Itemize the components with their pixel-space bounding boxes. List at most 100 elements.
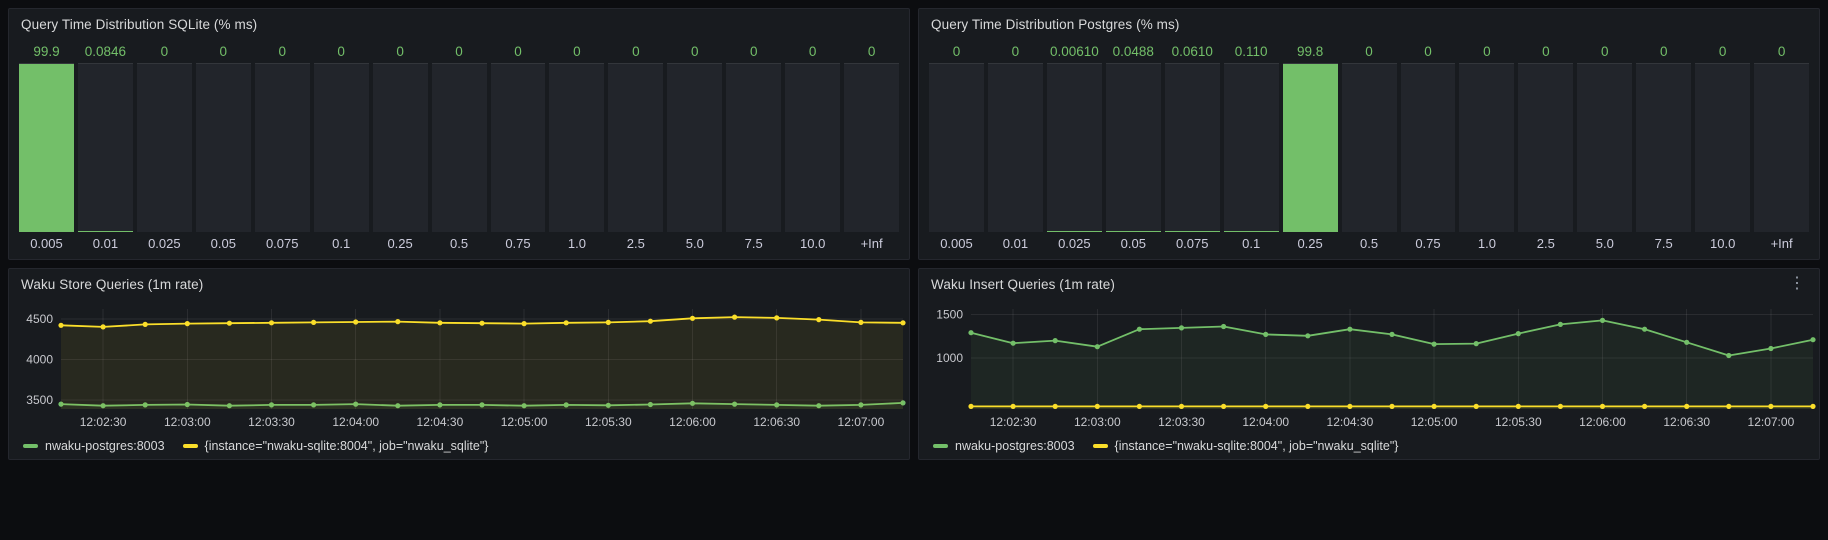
- bucket-x-label: 0.025: [148, 236, 181, 251]
- bucket-value-label: 0.00610: [1049, 44, 1099, 59]
- time-series-plot: 3500 4000 4500 12:02:30 12:03:00 12:03:30 12:0…: [26, 309, 906, 429]
- x-axis-tick-label: 12:06:30: [1663, 415, 1710, 429]
- histogram-bucket: 0.110 0.1: [1223, 41, 1279, 253]
- data-point: [1052, 338, 1058, 344]
- data-point: [479, 402, 485, 408]
- panel-title[interactable]: Query Time Distribution SQLite (% ms): [21, 16, 258, 32]
- bucket-x-label: 0.5: [1359, 236, 1379, 251]
- legend-label: {instance="nwaku-sqlite:8004", job="nwak…: [204, 439, 489, 453]
- histogram-bucket: 0.0610 0.075: [1164, 41, 1220, 253]
- y-axis-tick-label: 4500: [26, 312, 53, 326]
- x-axis-tick-label: 12:06:30: [753, 415, 800, 429]
- bucket-bar: [254, 63, 310, 232]
- data-point: [1684, 403, 1690, 409]
- bucket-bar: [1282, 63, 1338, 232]
- y-axis-tick-label: 4000: [26, 352, 53, 366]
- bucket-value-label: 0: [514, 44, 522, 59]
- legend-item[interactable]: nwaku-postgres:8003: [23, 439, 165, 453]
- histogram-bucket: 99.8 0.25: [1282, 41, 1338, 253]
- x-axis-tick-label: 12:03:00: [1074, 415, 1121, 429]
- data-point: [1094, 403, 1100, 409]
- bucket-bar-fill: [1046, 231, 1102, 232]
- x-axis-tick-label: 12:04:30: [417, 415, 464, 429]
- bucket-bar: [1636, 63, 1692, 232]
- data-point: [311, 319, 317, 325]
- x-axis-tick-label: 12:03:30: [248, 415, 295, 429]
- bucket-bar: [1518, 63, 1574, 232]
- data-point: [1389, 331, 1395, 337]
- data-point: [1094, 344, 1100, 350]
- panel-query-time-postgres: Query Time Distribution Postgres (% ms) …: [918, 8, 1820, 260]
- bucket-x-label: 0.01: [1002, 236, 1029, 251]
- bucket-x-label: 0.1: [1242, 236, 1261, 251]
- data-point: [1768, 345, 1774, 352]
- data-point: [226, 320, 232, 326]
- bucket-value-label: 0.0610: [1171, 44, 1213, 59]
- bucket-value-label: 99.9: [33, 44, 60, 59]
- bucket-value-label: 0: [1718, 44, 1727, 59]
- data-point: [1305, 333, 1311, 339]
- bucket-value-label: 0: [691, 44, 699, 59]
- panel-title[interactable]: Waku Insert Queries (1m rate): [931, 276, 1115, 292]
- series-area-yellow: [61, 317, 903, 409]
- data-point: [1726, 403, 1732, 409]
- histogram-bucket: 0.0488 0.05: [1105, 41, 1161, 253]
- data-point: [605, 319, 611, 325]
- legend-label: nwaku-postgres:8003: [45, 439, 165, 453]
- bucket-bar: [1459, 63, 1515, 232]
- legend-item[interactable]: nwaku-postgres:8003: [933, 439, 1075, 453]
- x-axis-tick-label: 12:05:00: [1411, 415, 1458, 429]
- x-axis-tick-label: 12:05:00: [501, 415, 548, 429]
- data-point: [563, 320, 569, 326]
- bucket-x-label: 10.0: [800, 236, 826, 251]
- data-point: [1473, 341, 1479, 347]
- data-point: [142, 321, 148, 327]
- legend-swatch: [182, 444, 198, 448]
- y-axis-tick-label: 3500: [26, 393, 53, 407]
- legend-swatch: [23, 444, 38, 448]
- bucket-x-label: 0.005: [30, 236, 63, 251]
- data-point: [1389, 403, 1395, 409]
- bucket-x-label: 0.75: [1415, 236, 1441, 251]
- data-point: [1810, 337, 1816, 343]
- bucket-bar: [1695, 63, 1751, 232]
- legend: nwaku-postgres:8003 {instance="nwaku-sqli…: [9, 433, 909, 459]
- data-point: [1178, 325, 1185, 331]
- legend-item[interactable]: {instance="nwaku-sqlite:8004", job="nwak…: [1092, 439, 1398, 453]
- bucket-bar: [195, 63, 251, 232]
- bucket-bar-fill: [77, 231, 133, 232]
- data-point: [142, 402, 148, 408]
- bucket-value-label: 0: [808, 44, 817, 59]
- bucket-x-label: 0.5: [449, 236, 469, 251]
- data-point: [689, 400, 696, 406]
- bucket-bar: [372, 63, 428, 232]
- data-point: [1052, 403, 1058, 409]
- bucket-x-label: 1.0: [1477, 236, 1496, 251]
- data-point: [395, 319, 401, 325]
- panel-title[interactable]: Query Time Distribution Postgres (% ms): [931, 16, 1180, 32]
- bucket-bar: [785, 63, 841, 232]
- histogram-bucket: 0 0.025: [136, 41, 192, 253]
- panel-header: Waku Store Queries (1m rate): [9, 269, 909, 299]
- bucket-bar: [77, 63, 133, 232]
- legend-item[interactable]: {instance="nwaku-sqlite:8004", job="nwak…: [182, 439, 489, 453]
- x-axis-tick-label: 12:04:00: [332, 415, 379, 429]
- data-point: [437, 402, 443, 408]
- data-point: [774, 315, 780, 321]
- histogram-bucket: 0 0.005: [929, 41, 984, 253]
- histogram-bucket: 0 1.0: [1459, 41, 1515, 253]
- panel-header: Query Time Distribution Postgres (% ms): [919, 9, 1819, 39]
- bucket-x-label: 5.0: [1595, 236, 1614, 251]
- panel-title[interactable]: Waku Store Queries (1m rate): [21, 276, 204, 292]
- data-point: [58, 322, 64, 328]
- histogram-bucket: 0 1.0: [549, 41, 605, 253]
- y-axis-tick-label: 1000: [936, 351, 963, 365]
- panel-menu-icon[interactable]: ⋮: [1789, 275, 1805, 292]
- data-point: [647, 318, 654, 324]
- data-point: [1431, 341, 1437, 347]
- bucket-value-label: 0: [160, 44, 169, 59]
- bucket-bar-fill: [1282, 64, 1338, 232]
- data-point: [1263, 331, 1269, 337]
- histogram-bucket: 0 10.0: [785, 41, 841, 253]
